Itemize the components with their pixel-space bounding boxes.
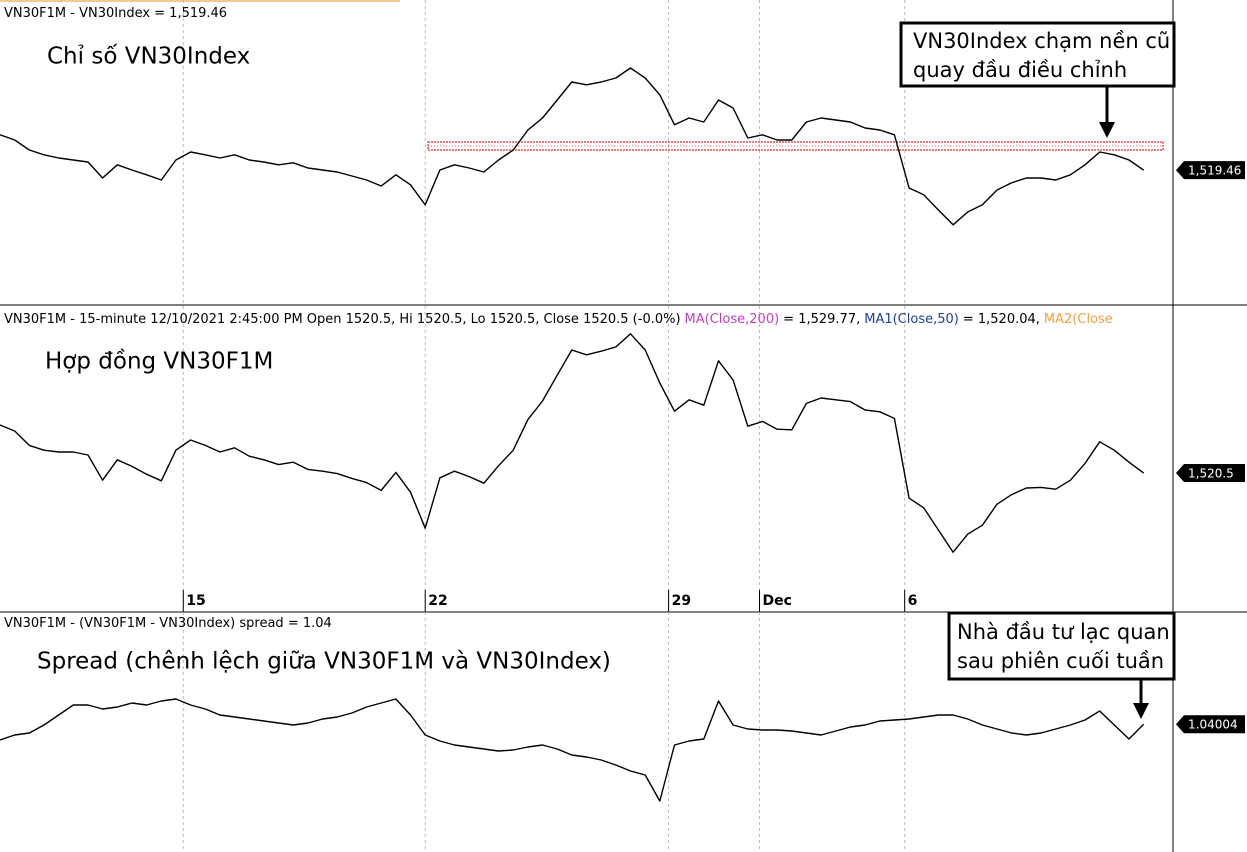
annotation-arrowhead (1099, 122, 1115, 138)
price-line (0, 333, 1145, 553)
last-price-label: 1,519.46 (1188, 164, 1241, 178)
last-price-box (1176, 715, 1245, 734)
last-price-label: 1,520.5 (1188, 467, 1234, 481)
indicator-value: = 1,520.04, (963, 312, 1040, 327)
x-tick-label: Dec (763, 593, 792, 609)
last-price-box (1176, 161, 1245, 180)
indicator-name: MA2(Close (1044, 312, 1113, 327)
grid (182, 0, 906, 852)
annotation-arrowhead (1133, 703, 1149, 719)
pane-header: VN30F1M - (VN30F1M - VN30Index) spread =… (4, 616, 332, 631)
pane-header: VN30F1M - VN30Index = 1,519.46 (4, 6, 227, 21)
overlays: VN30Index chạm nền cũ quay đầu điều chỉn… (4, 6, 1245, 734)
last-price-box (1176, 464, 1245, 482)
annotation-box (899, 21, 1176, 88)
top-highlight (0, 0, 400, 2)
x-tick-label: 22 (428, 593, 447, 609)
x-tick-label: 15 (186, 593, 205, 609)
header-text: VN30F1M - VN30Index = 1,519.46 (4, 6, 227, 21)
annotation-text: VN30Index chạm nền cũ (913, 29, 1170, 53)
pane-title: Spread (chênh lệch giữa VN30F1M và VN30I… (37, 649, 611, 675)
price-line (0, 698, 1145, 802)
header-text: VN30F1M - 15-minute 12/10/2021 2:45:00 P… (4, 312, 681, 327)
annotation-text: Nhà đầu tư lạc quan (957, 620, 1170, 644)
pane-header: VN30F1M - 15-minute 12/10/2021 2:45:00 P… (4, 312, 1113, 327)
indicator-name: MA1(Close,50) (864, 312, 959, 327)
annotation-box (947, 611, 1176, 681)
price-line (0, 67, 1145, 226)
pane-title: Chỉ số VN30Index (47, 44, 250, 70)
header-text: VN30F1M - (VN30F1M - VN30Index) spread =… (4, 616, 332, 631)
pane-title: Hợp đồng VN30F1M (45, 349, 273, 375)
x-tick-label: 6 (908, 593, 918, 609)
indicator-name: MA(Close,200) (685, 312, 780, 327)
annotation-text: quay đầu điều chỉnh (913, 58, 1127, 82)
indicator-value: = 1,529.77, (783, 312, 860, 327)
annotation-text: sau phiên cuối tuần (957, 649, 1164, 673)
x-tick-label: 29 (672, 593, 691, 609)
last-price-label: 1.04004 (1188, 718, 1238, 732)
plots (0, 67, 1164, 802)
